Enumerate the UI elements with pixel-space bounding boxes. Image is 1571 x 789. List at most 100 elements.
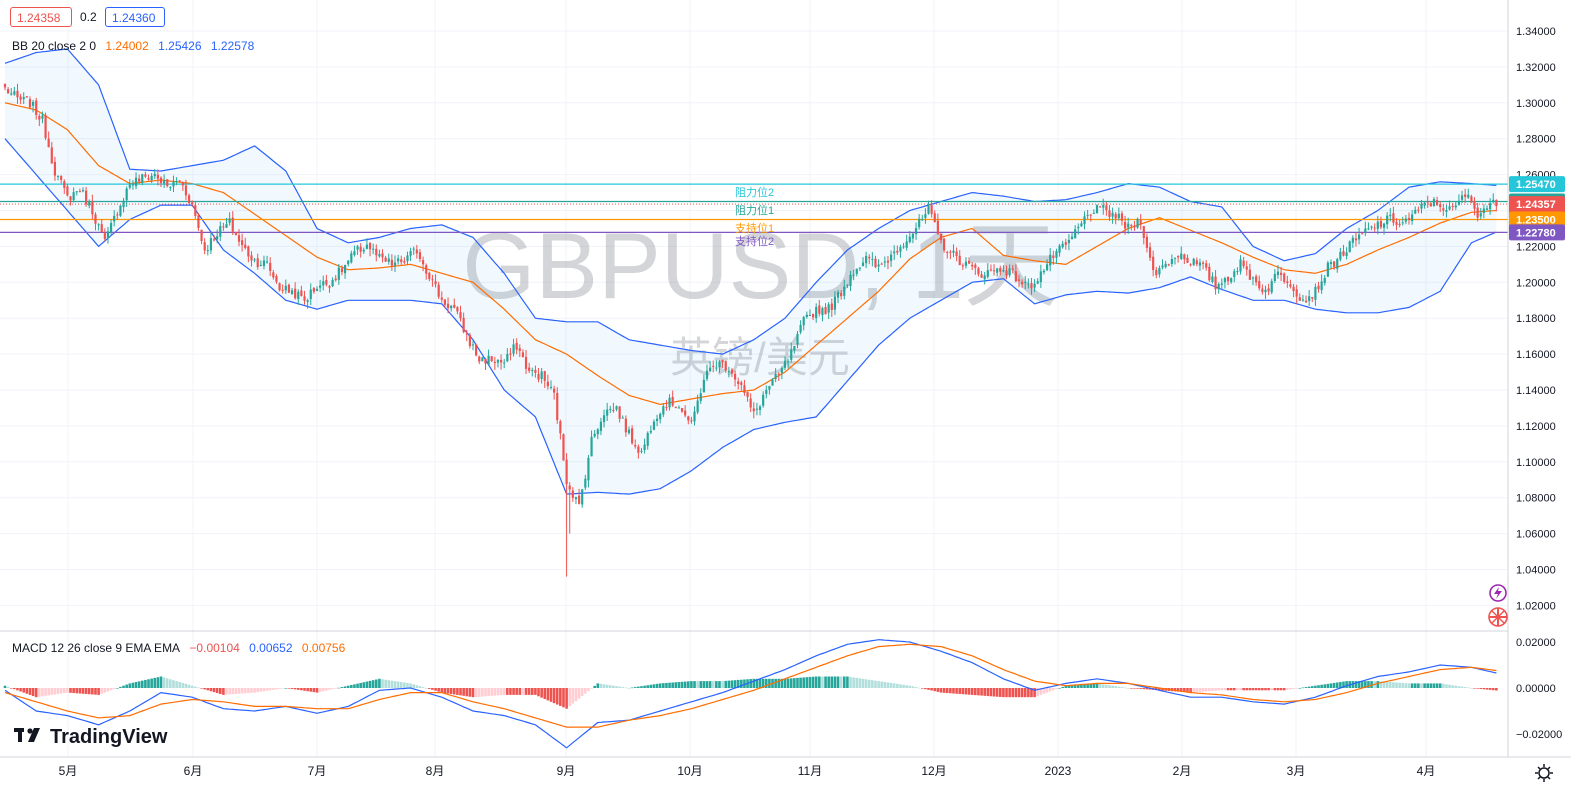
time-axis[interactable]: 5月 6月 7月 8月 9月 10月 11月 12月 2023 2月 3月 4月 bbox=[59, 764, 1436, 778]
macd-histogram-bar bbox=[172, 680, 175, 688]
candle bbox=[1420, 200, 1423, 214]
macd-histogram-bar bbox=[864, 679, 868, 688]
macd-histogram-bar bbox=[1485, 688, 1489, 690]
macd-histogram-bar bbox=[1495, 688, 1498, 691]
candle bbox=[116, 211, 119, 220]
macd-tick-label: 0.02000 bbox=[1516, 637, 1556, 649]
candle-body bbox=[606, 409, 609, 416]
candle-body bbox=[662, 406, 665, 415]
macd-histogram-bar bbox=[343, 686, 347, 688]
candle bbox=[428, 271, 431, 282]
macd-histogram-bar bbox=[131, 682, 135, 688]
bid-price-box[interactable]: 1.24358 bbox=[10, 7, 72, 27]
macd-histogram-bar bbox=[543, 688, 547, 700]
macd-histogram-bar bbox=[1123, 687, 1127, 689]
candle bbox=[203, 238, 206, 255]
candle bbox=[1217, 282, 1220, 294]
macd-histogram-bar bbox=[867, 679, 871, 688]
candle bbox=[465, 329, 468, 342]
price-axis[interactable]: 1.340001.320001.300001.280001.260001.240… bbox=[1516, 26, 1556, 612]
macd-histogram-bar bbox=[312, 688, 316, 693]
candle bbox=[546, 374, 549, 390]
settings-gear-icon[interactable] bbox=[1535, 764, 1553, 782]
candle-body bbox=[1189, 264, 1192, 266]
uk-flag-icon[interactable] bbox=[1488, 607, 1508, 627]
macd-line bbox=[4, 639, 1497, 749]
candle-body bbox=[702, 379, 705, 393]
candle bbox=[1077, 223, 1080, 235]
candle bbox=[1317, 281, 1320, 293]
macd-histogram-bar bbox=[16, 688, 19, 691]
candle bbox=[38, 113, 41, 127]
macd-histogram-bar bbox=[942, 688, 946, 693]
candle-body bbox=[265, 261, 269, 263]
candle-body bbox=[1386, 215, 1389, 225]
candle bbox=[1011, 264, 1014, 274]
macd-histogram-bar bbox=[715, 681, 718, 688]
candle bbox=[755, 402, 759, 416]
macd-histogram-bar bbox=[396, 681, 400, 688]
candle-body bbox=[1186, 257, 1189, 263]
candle-body bbox=[331, 280, 334, 287]
macd-histogram-bar bbox=[1354, 681, 1358, 688]
macd-histogram-bar bbox=[477, 688, 481, 697]
candle-body bbox=[783, 360, 787, 368]
candle bbox=[309, 283, 312, 306]
lightning-icon[interactable] bbox=[1489, 584, 1507, 602]
candle bbox=[91, 194, 94, 220]
macd-histogram-bar bbox=[1342, 681, 1345, 688]
candle bbox=[1476, 202, 1479, 222]
candle bbox=[72, 187, 75, 203]
candle-body bbox=[197, 215, 200, 229]
candle-body bbox=[1102, 205, 1105, 208]
candle-body bbox=[116, 214, 119, 216]
macd-histogram-bar bbox=[440, 688, 444, 693]
candle bbox=[496, 359, 500, 368]
candle-body bbox=[322, 281, 325, 286]
candle bbox=[783, 356, 787, 371]
macd-histogram-bar bbox=[933, 688, 937, 692]
candle-body bbox=[524, 356, 528, 369]
candle bbox=[315, 286, 319, 292]
tradingview-logo[interactable]: TradingView bbox=[14, 726, 168, 748]
candle-body bbox=[281, 289, 284, 291]
candle bbox=[921, 214, 924, 222]
candle bbox=[493, 356, 496, 370]
macd-legend[interactable]: MACD 12 26 close 9 EMA EMA −0.00104 0.00… bbox=[12, 641, 351, 655]
macd-histogram-bar bbox=[655, 683, 659, 688]
candle bbox=[350, 250, 353, 264]
candle bbox=[1064, 238, 1067, 250]
candle bbox=[843, 279, 846, 300]
macd-histogram-bar bbox=[19, 688, 22, 692]
candle-body bbox=[986, 270, 989, 277]
macd-histogram-bar bbox=[1420, 683, 1423, 688]
macd-histogram-bar bbox=[1329, 683, 1333, 688]
candle bbox=[297, 289, 300, 305]
macd-histogram-bar bbox=[28, 688, 32, 695]
macd-histogram-bar bbox=[1317, 685, 1320, 688]
candle-body bbox=[1445, 210, 1448, 212]
macd-histogram-bar bbox=[484, 688, 487, 697]
candle-body bbox=[796, 333, 799, 345]
candle-body bbox=[222, 226, 225, 228]
candle-body bbox=[200, 229, 203, 241]
candle bbox=[393, 255, 397, 272]
candle bbox=[896, 245, 899, 256]
candle bbox=[565, 453, 568, 577]
macd-histogram-bar bbox=[1345, 681, 1348, 688]
candle bbox=[1186, 254, 1189, 263]
ask-price-box[interactable]: 1.24360 bbox=[105, 7, 165, 27]
candle bbox=[730, 368, 734, 377]
candle bbox=[581, 489, 584, 508]
macd-histogram-bar bbox=[690, 681, 693, 688]
macd-histogram-bar bbox=[1011, 688, 1015, 698]
macd-histogram-bar bbox=[462, 688, 465, 696]
candle-body bbox=[921, 219, 924, 221]
macd-histogram-bar bbox=[590, 688, 593, 689]
bb-legend[interactable]: BB 20 close 2 0 1.24002 1.25426 1.22578 bbox=[12, 39, 260, 53]
candle bbox=[384, 255, 387, 263]
candle bbox=[75, 190, 78, 196]
candle-body bbox=[375, 248, 378, 256]
candle-body bbox=[843, 286, 846, 296]
